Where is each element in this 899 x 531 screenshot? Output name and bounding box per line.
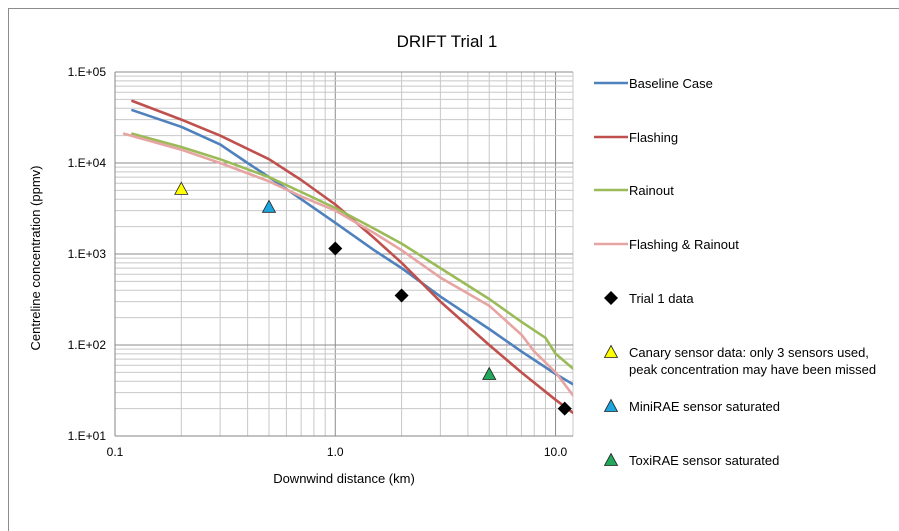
data-point-trial-1-data (328, 241, 343, 256)
series-line-flashing-rainout (122, 132, 573, 397)
x-tick-label: 1.0 (327, 445, 344, 459)
axes: 0.1 1.0 10.0 1.E+01 1.E+02 1.E+03 1.E+04 1.E+05 (68, 65, 573, 459)
series-line-rainout (131, 132, 573, 370)
legend-marker-swatch (604, 291, 618, 305)
data-point-minirae-sensor-saturated (261, 199, 277, 213)
legend-marker-swatch (603, 398, 619, 412)
legend-entry: Canary sensor data: only 3 sensors used,… (629, 345, 876, 377)
legend: Baseline Case Flashing Rainout Flashing & R… (594, 76, 876, 468)
y-tick-label: 1.E+02 (68, 338, 107, 352)
grid (114, 71, 574, 437)
data-point-trial-1-data (557, 401, 572, 416)
data-point-trial-1-data (394, 288, 409, 303)
legend-entry: Trial 1 data (629, 291, 694, 306)
legend-entry: Flashing & Rainout (629, 237, 739, 252)
legend-entry: ToxiRAE sensor saturated (629, 453, 779, 468)
legend-marker-swatch (603, 452, 619, 466)
chart-title: DRIFT Trial 1 (397, 32, 498, 51)
chart-area (8, 8, 899, 531)
x-tick-label: 0.1 (107, 445, 124, 459)
legend-entry: Rainout (629, 183, 674, 198)
legend-entry: Baseline Case (629, 76, 713, 91)
series-line-baseline-case (131, 108, 573, 386)
series-line-flashing (131, 99, 573, 415)
data-point-toxirae-sensor-saturated (482, 366, 497, 380)
data-point-canary-sensor-data-only-3-sens (174, 181, 189, 195)
plot-series (122, 99, 573, 416)
y-axis-title: Centreline concentration (ppmv) (28, 166, 43, 351)
legend-entry: MiniRAE sensor saturated (629, 399, 780, 414)
y-tick-label: 1.E+01 (68, 429, 107, 443)
y-tick-label: 1.E+05 (68, 65, 107, 79)
x-tick-label: 10.0 (544, 445, 568, 459)
x-axis-title: Downwind distance (km) (273, 471, 415, 486)
legend-entry: Flashing (629, 130, 678, 145)
y-tick-label: 1.E+03 (68, 247, 107, 261)
legend-marker-swatch (603, 344, 619, 358)
y-tick-label: 1.E+04 (68, 156, 107, 170)
